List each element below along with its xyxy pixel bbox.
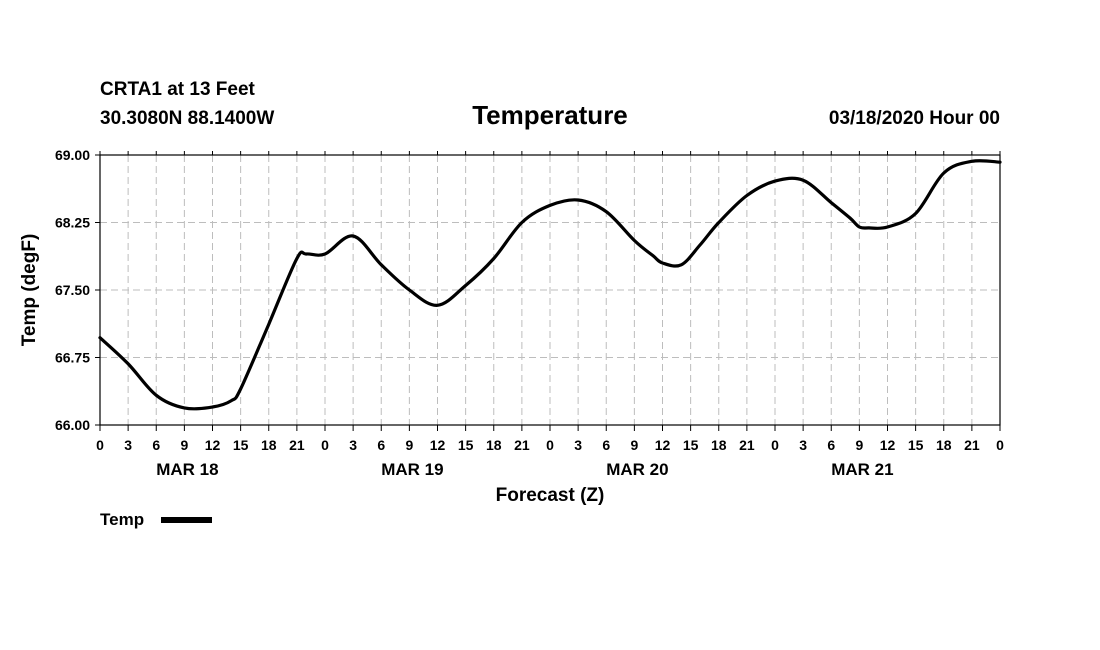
x-tick-label: 6 <box>377 437 385 453</box>
y-tick-label: 66.00 <box>55 417 90 433</box>
x-tick-label: 3 <box>574 437 582 453</box>
x-tick-label: 0 <box>546 437 554 453</box>
x-tick-label: 0 <box>96 437 104 453</box>
x-tick-label: 21 <box>514 437 530 453</box>
x-tick-label: 15 <box>233 437 249 453</box>
x-tick-label: 6 <box>602 437 610 453</box>
x-tick-label: 15 <box>458 437 474 453</box>
x-tick-label: 15 <box>683 437 699 453</box>
x-tick-label: 6 <box>827 437 835 453</box>
location-label: 30.3080N 88.1400W <box>100 108 274 129</box>
x-tick-label: 12 <box>430 437 446 453</box>
x-tick-label: 21 <box>289 437 305 453</box>
y-tick-label: 68.25 <box>55 215 90 231</box>
x-tick-label: 18 <box>261 437 277 453</box>
x-tick-label: 0 <box>996 437 1004 453</box>
x-tick-label: 0 <box>771 437 779 453</box>
x-tick-label: 3 <box>349 437 357 453</box>
day-labels: MAR 18 MAR 19 MAR 20 MAR 21 <box>156 460 893 479</box>
x-tick-label: 12 <box>205 437 221 453</box>
y-axis-title: Temp (degF) <box>19 234 40 347</box>
legend: Temp <box>100 510 212 529</box>
x-tick-label: 18 <box>486 437 502 453</box>
y-axis: 66.00 66.75 67.50 68.25 69.00 <box>55 147 100 433</box>
grid-lines <box>100 154 1000 426</box>
day-label: MAR 20 <box>606 460 668 479</box>
x-tick-label: 3 <box>799 437 807 453</box>
series-line-temp <box>98 159 1002 411</box>
day-label: MAR 21 <box>831 460 893 479</box>
x-axis-title: Forecast (Z) <box>496 485 605 506</box>
x-tick-label: 9 <box>405 437 413 453</box>
legend-swatch <box>161 517 212 523</box>
x-tick-label: 12 <box>880 437 896 453</box>
x-tick-label: 21 <box>964 437 980 453</box>
day-label: MAR 19 <box>381 460 443 479</box>
series-layer <box>98 159 1002 411</box>
x-tick-label: 12 <box>655 437 671 453</box>
station-label: CRTA1 at 13 Feet <box>100 79 256 100</box>
x-tick-label: 3 <box>124 437 132 453</box>
y-tick-label: 66.75 <box>55 350 90 366</box>
x-tick-label: 18 <box>936 437 952 453</box>
x-tick-label: 0 <box>321 437 329 453</box>
x-tick-label: 9 <box>855 437 863 453</box>
x-axis: 0 3 6 9 12 15 18 21 0 3 6 9 12 15 18 21 0 3 6 9 12 15 18 21 0 3 6 9… <box>96 151 1004 453</box>
day-label: MAR 18 <box>156 460 218 479</box>
issued-label: 03/18/2020 Hour 00 <box>829 108 1000 129</box>
x-tick-label: 21 <box>739 437 755 453</box>
x-tick-label: 6 <box>152 437 160 453</box>
x-tick-label: 9 <box>180 437 188 453</box>
y-tick-label: 69.00 <box>55 147 90 163</box>
x-tick-label: 15 <box>908 437 924 453</box>
x-tick-label: 18 <box>711 437 727 453</box>
x-tick-label: 9 <box>630 437 638 453</box>
y-tick-label: 67.50 <box>55 282 90 298</box>
chart-title: Temperature <box>472 100 628 130</box>
legend-label: Temp <box>100 510 144 529</box>
